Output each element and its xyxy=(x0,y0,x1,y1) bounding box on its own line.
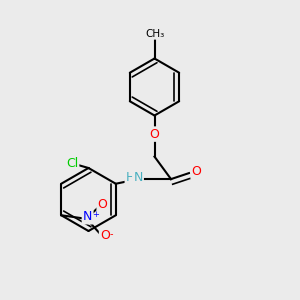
Text: O: O xyxy=(98,198,108,211)
Text: Cl: Cl xyxy=(66,157,78,170)
Text: O: O xyxy=(150,128,159,141)
Text: CH₃: CH₃ xyxy=(145,28,164,39)
Text: H: H xyxy=(126,171,135,184)
Text: N: N xyxy=(133,171,143,184)
Text: O: O xyxy=(192,165,201,178)
Text: +: + xyxy=(92,209,99,218)
Text: O: O xyxy=(100,229,110,242)
Text: N: N xyxy=(83,210,92,223)
Text: -: - xyxy=(110,229,113,239)
